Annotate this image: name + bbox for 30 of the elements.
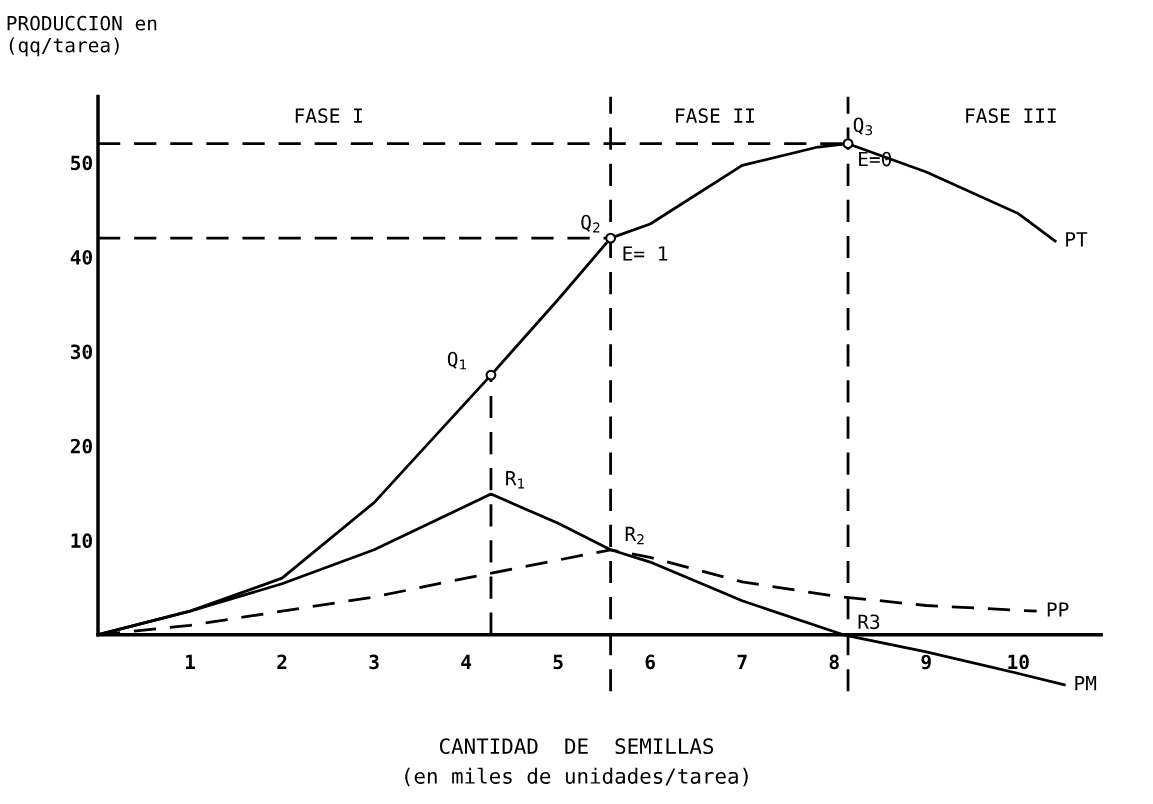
annotation: Q$_{2}$ <box>581 214 600 233</box>
x-tick-label: 3 <box>369 654 379 670</box>
series-label: PM <box>1075 676 1097 691</box>
x-axis-title: CANTIDAD DE SEMILLAS (en miles de unidades/tarea) <box>405 738 748 787</box>
x-tick-label: 9 <box>921 654 931 670</box>
x-tick-label: 2 <box>277 654 287 669</box>
annotation: Q$_{3}$ <box>853 117 873 136</box>
y-tick-label: 10 <box>71 533 92 548</box>
series-label: PP <box>1047 602 1069 617</box>
annotation: Q$_{1}$ <box>447 351 467 370</box>
y-axis-title: PRODUCCION en (qq/tarea) <box>7 15 157 57</box>
y-tick-label: 50 <box>71 155 92 171</box>
x-tick-label: 4 <box>461 654 472 669</box>
annotation: R$_{1}$ <box>506 471 525 489</box>
x-tick-label: 6 <box>645 654 655 670</box>
annotation: E= 1 <box>623 246 668 261</box>
x-tick-label: 1 <box>185 654 195 669</box>
annotation: FASE II <box>676 108 754 123</box>
y-tick-label: 20 <box>70 438 92 454</box>
annotation: FASE III <box>966 108 1056 123</box>
x-tick-label: 10 <box>1008 654 1029 670</box>
series-label: PT <box>1066 232 1088 247</box>
x-tick-label: 7 <box>737 654 747 669</box>
annotation: R$_{2}$ <box>625 526 644 545</box>
annotation: FASE I <box>295 108 362 123</box>
y-tick-label: 40 <box>70 249 92 265</box>
x-tick-label: 5 <box>553 654 563 670</box>
annotation: R3 <box>858 614 880 630</box>
x-tick-label: 8 <box>829 654 839 670</box>
y-tick-label: 30 <box>70 344 92 360</box>
